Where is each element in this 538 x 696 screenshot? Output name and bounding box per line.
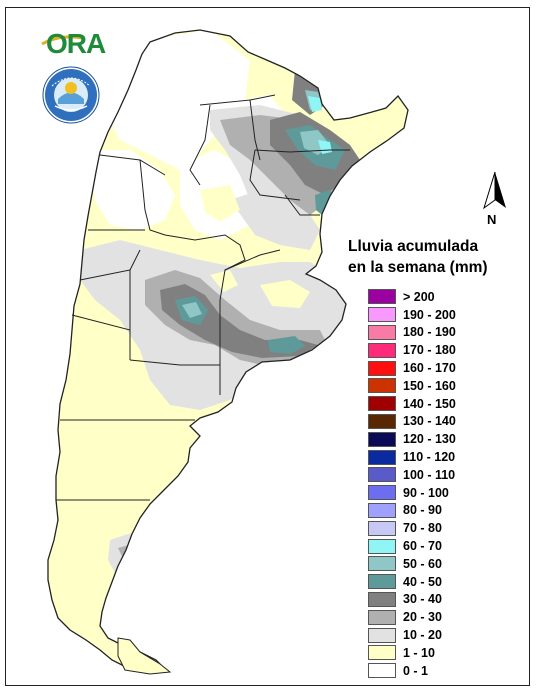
legend-item: 60 - 70: [368, 537, 456, 555]
legend-swatch: [368, 556, 396, 572]
legend-label: 50 - 60: [403, 556, 442, 571]
legend-label: 150 - 160: [403, 378, 456, 393]
ora-logo: ORA: [40, 28, 110, 59]
legend-item: 170 - 180: [368, 341, 456, 359]
legend-swatch: [368, 431, 396, 447]
dry-zone-cuyo: [92, 150, 175, 230]
legend-swatch: [368, 574, 396, 590]
rain-40-50-coast: [268, 336, 305, 354]
legend-item: 10 - 20: [368, 626, 456, 644]
legend-label: 170 - 180: [403, 343, 456, 358]
legend-swatch: [368, 663, 396, 679]
legend-label: > 200: [403, 289, 435, 304]
legend-swatch: [368, 467, 396, 483]
legend-title: Lluvia acumulada en la semana (mm): [348, 236, 523, 278]
legend-swatch: [368, 591, 396, 607]
legend-item: 100 - 110: [368, 466, 456, 484]
legend-swatch: [368, 342, 396, 358]
legend-item: 160 - 170: [368, 359, 456, 377]
legend-label: 90 - 100: [403, 485, 449, 500]
legend-label: 160 - 170: [403, 361, 456, 376]
legend-swatch: [368, 378, 396, 394]
legend-item: 130 - 140: [368, 413, 456, 431]
legend-swatch: [368, 413, 396, 429]
legend-item: 0 - 1: [368, 662, 456, 680]
legend-item: 180 - 190: [368, 324, 456, 342]
legend-label: 70 - 80: [403, 521, 442, 536]
legend-swatch: [368, 627, 396, 643]
legend-title-line1: Lluvia acumulada: [348, 238, 479, 255]
rain-1-10-patch-a: [260, 280, 310, 308]
legend-title-line2: en la semana (mm): [348, 259, 488, 276]
legend-label: 1 - 10: [403, 645, 435, 660]
smn-seal-logo: [42, 66, 100, 124]
legend-swatch: [368, 609, 396, 625]
north-label: N: [487, 212, 497, 227]
legend-item: 140 - 150: [368, 395, 456, 413]
rain-1-10-patch-b: [210, 270, 238, 292]
legend-swatch: [368, 538, 396, 554]
rain-60-70-north: [308, 96, 322, 112]
legend-swatch: [368, 520, 396, 536]
legend-item: 110 - 120: [368, 448, 456, 466]
legend-label: 60 - 70: [403, 539, 442, 554]
rain-1-10-patch-c: [200, 185, 240, 222]
rain-10-20-south: [108, 530, 180, 585]
legend-swatch: [368, 324, 396, 340]
legend-label: 130 - 140: [403, 414, 456, 429]
rain-50-60-center: [182, 302, 202, 318]
tierra-del-fuego: [117, 637, 172, 675]
legend-item: 150 - 160: [368, 377, 456, 395]
legend-label: 20 - 30: [403, 610, 442, 625]
ora-wordmark: ORA: [46, 28, 106, 59]
legend-swatch: [368, 396, 396, 412]
legend-label: 110 - 120: [403, 450, 456, 465]
legend-item: 80 - 90: [368, 502, 456, 520]
legend: > 200 190 - 200 180 - 190 170 - 180 160 …: [368, 288, 456, 680]
legend-item: 40 - 50: [368, 573, 456, 591]
legend-label: 120 - 130: [403, 432, 456, 447]
legend-label: 100 - 110: [403, 467, 456, 482]
legend-item: 20 - 30: [368, 608, 456, 626]
legend-label: 0 - 1: [403, 663, 429, 678]
legend-item: 50 - 60: [368, 555, 456, 573]
province-borders: [47, 29, 409, 673]
legend-swatch: [368, 307, 396, 323]
legend-label: 140 - 150: [403, 396, 456, 411]
legend-label: 40 - 50: [403, 574, 442, 589]
north-arrow-icon: [480, 170, 510, 220]
legend-swatch: [368, 485, 396, 501]
legend-item: 190 - 200: [368, 306, 456, 324]
legend-label: 190 - 200: [403, 307, 456, 322]
legend-label: 80 - 90: [403, 503, 442, 518]
legend-swatch: [368, 645, 396, 661]
legend-swatch: [368, 289, 396, 305]
legend-swatch: [368, 360, 396, 376]
legend-label: 30 - 40: [403, 592, 442, 607]
legend-item: 30 - 40: [368, 591, 456, 609]
legend-item: 70 - 80: [368, 519, 456, 537]
legend-swatch: [368, 502, 396, 518]
legend-label: 180 - 190: [403, 325, 456, 340]
legend-item: 120 - 130: [368, 430, 456, 448]
legend-item: 1 - 10: [368, 644, 456, 662]
legend-label: 10 - 20: [403, 628, 442, 643]
legend-item: > 200: [368, 288, 456, 306]
legend-item: 90 - 100: [368, 484, 456, 502]
legend-swatch: [368, 449, 396, 465]
